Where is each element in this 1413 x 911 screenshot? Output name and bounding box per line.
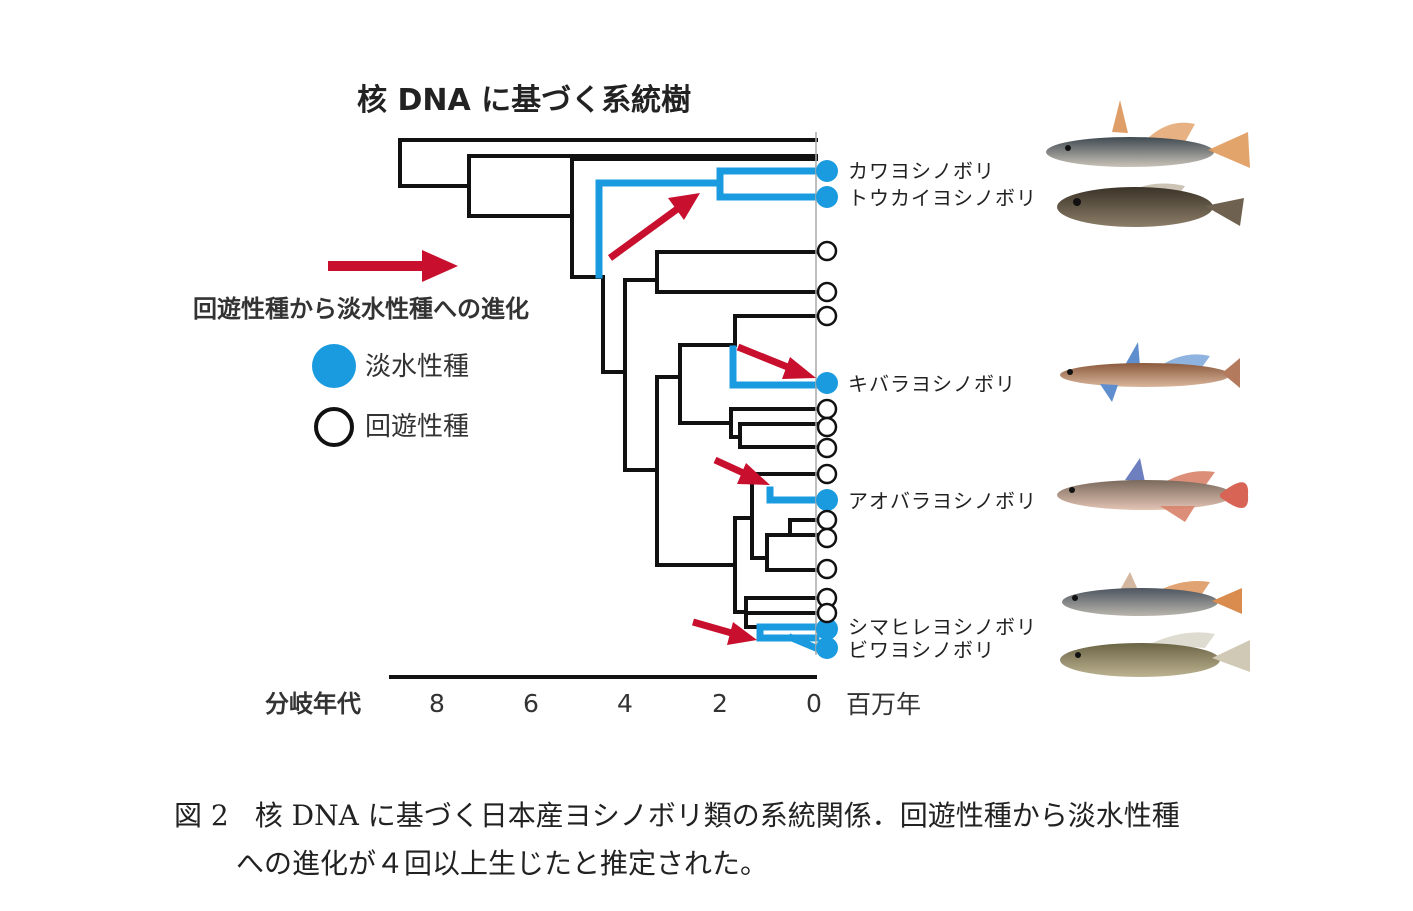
migratory-tips [816,240,838,624]
species-label-aobara: アオバラヨシノボリ [848,489,1037,513]
tree-branches [398,138,818,629]
legend-arrow-label: 回遊性種から淡水性種への進化 [193,295,529,323]
species-label-toukai: トウカイヨシノボリ [848,186,1037,210]
evolution-arrow-1 [607,193,700,261]
freshwater-tip-toukai [816,186,838,208]
fish-photo-toukai [1057,183,1244,227]
axis-label: 分岐年代 [265,690,361,718]
freshwater-tip-kibara [816,372,838,394]
freshwater-tip-kawa [816,160,838,182]
caption-line-2: への進化が４回以上生じたと推定された。 [236,847,769,880]
figure-caption: 図 2 核 DNA に基づく日本産ヨシノボリ類の系統関係．回遊性種から淡水性種 へ… [174,792,1334,888]
caption-line-1: 核 DNA に基づく日本産ヨシノボリ類の系統関係．回遊性種から淡水性種 [254,799,1180,832]
species-label-kawa: カワヨシノボリ [848,159,995,183]
evolution-arrow-4 [692,618,757,645]
species-label-shimahire: シマヒレヨシノボリ [848,615,1037,639]
axis-tick: 4 [617,689,633,718]
fish-photos [1046,100,1250,677]
species-labels: カワヨシノボリ トウカイヨシノボリ キバラヨシノボリ アオバラヨシノボリ シマヒ… [848,159,1037,662]
fish-photo-aobara [1057,458,1249,522]
freshwater-branches [595,167,821,653]
legend-arrow-icon [328,250,458,282]
legend-migratory-icon [314,407,354,447]
evolution-arrow-3 [713,456,770,485]
evolution-arrow-2 [736,343,816,379]
axis-tick: 8 [429,689,445,718]
axis-tick: 0 [806,689,822,718]
tree-title: 核 DNA に基づく系統樹 [357,83,691,118]
legend: 回遊性種から淡水性種への進化 淡水性種 回遊性種 [193,250,529,447]
fish-photo-biwa [1060,632,1250,677]
time-axis: 分岐年代 8 6 4 2 0 百万年 [265,675,921,719]
freshwater-tip-biwa [816,637,838,659]
figure-number: 図 2 [174,799,229,832]
evolution-arrows [607,193,816,645]
freshwater-tips [816,160,838,659]
freshwater-tip-shimahire [816,618,838,640]
fish-photo-shimahire [1062,572,1242,616]
fish-photo-kibara [1060,342,1240,402]
axis-unit: 百万年 [846,690,921,719]
legend-freshwater-icon [312,344,356,388]
axis-tick: 2 [712,689,728,718]
species-label-biwa: ビワヨシノボリ [848,638,995,662]
legend-freshwater-label: 淡水性種 [365,352,469,382]
species-label-kibara: キバラヨシノボリ [848,372,1016,396]
legend-migratory-label: 回遊性種 [365,412,469,442]
freshwater-tip-aobara [816,489,838,511]
axis-tick: 6 [523,689,539,718]
fish-photo-kawa [1046,100,1250,168]
